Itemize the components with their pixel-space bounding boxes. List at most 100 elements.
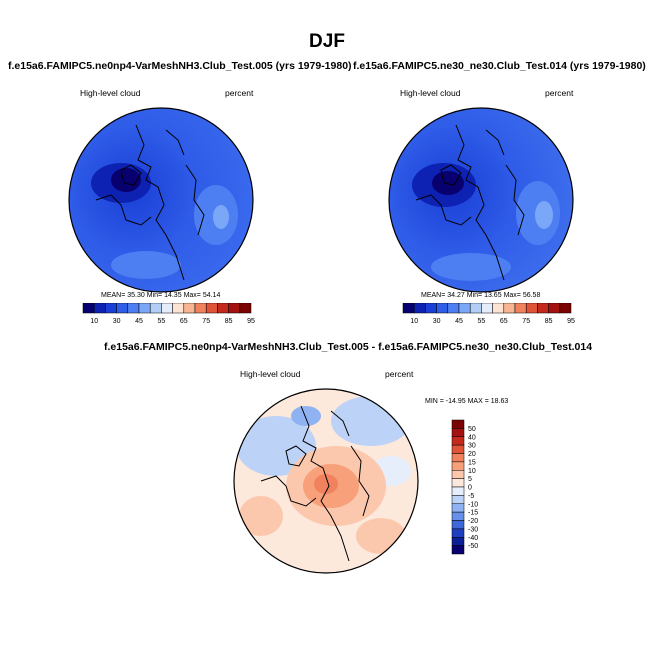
panel-1-min-label: Min= — [146, 292, 163, 299]
panel-1-colorbar-swatch — [105, 303, 117, 314]
panel-3-colorbar-tick-label: -40 — [468, 535, 478, 542]
panel-2-colorbar-swatch — [413, 303, 426, 314]
panel-2-max-label: Max= — [503, 292, 521, 299]
panel-3-colorbar-swatch — [451, 461, 465, 471]
panel-1-colorbar: 10 30 45 55 65 75 85 95 — [82, 303, 255, 325]
panel-2-variable-label: High-level cloud — [400, 88, 461, 98]
panel-3-colorbar-swatch — [451, 419, 465, 429]
panel-2-colorbar-tick-label: 30 — [433, 318, 441, 325]
panel-1-colorbar-swatch — [228, 303, 241, 314]
panel-3-positive-region-southeast — [356, 518, 406, 554]
panel-2-colorbar-swatch — [425, 303, 437, 314]
panel-1-colorbar-swatch — [194, 303, 207, 314]
panel-3-colorbar-tick-label: 0 — [468, 485, 472, 492]
panel-3-colorbar-swatch — [451, 537, 465, 546]
panel-2-colorbar-swatch — [503, 303, 516, 314]
panel-1-map-svg — [68, 107, 254, 293]
panel-2-colorbar-swatch — [447, 303, 460, 314]
panel-2-colorbar-swatch — [402, 303, 415, 314]
panel-3-colorbar-swatch — [451, 520, 465, 530]
panel-2-colorbar-swatch — [469, 303, 482, 314]
panel-3-colorbar-tick-label: -5 — [468, 493, 474, 500]
panel-1-max-value: 54.14 — [202, 292, 221, 299]
panel-1-colorbar-swatch — [138, 303, 151, 314]
panel-2-max-region — [535, 201, 553, 229]
panel-2-colorbar-swatch — [481, 303, 493, 314]
panel-3-colorbar-swatch — [451, 511, 465, 521]
panel-3-min-max: MIN = -14.95 MAX = 18.63 — [425, 398, 509, 405]
panel-2-units-label: percent — [545, 88, 574, 98]
panel-2-colorbar-swatch — [492, 303, 505, 314]
panel-1-max-region — [213, 205, 229, 229]
panel-1-colorbar-swatch — [149, 303, 162, 314]
panel-2-stats: MEAN= 34.27 Min= 13.65 Max= 56.58 — [421, 292, 540, 299]
panel-2-min-label: Min= — [466, 292, 483, 299]
panel-1-stats: MEAN= 35.30 Min= 14.35 Max= 54.14 — [101, 292, 220, 299]
panel-1-title: f.e15a6.FAMIPC5.ne0np4-VarMeshNH3.Club_T… — [8, 60, 352, 72]
panel-3-colorbar-swatch — [451, 486, 465, 496]
panel-2-colorbar-swatch — [537, 303, 549, 314]
panel-1-colorbar-tick-label: 30 — [113, 318, 121, 325]
panel-3-units-label: percent — [385, 369, 414, 379]
panel-3-colorbar-tick-label: 30 — [468, 443, 476, 450]
panel-3-colorbar-tick-label: 5 — [468, 476, 472, 483]
panel-2-colorbar-tick-label: 10 — [410, 318, 418, 325]
panel-3-colorbar-swatch — [451, 495, 465, 504]
panel-1-colorbar-tick-label: 55 — [158, 318, 166, 325]
panel-3-colorbar-tick-label: -20 — [468, 518, 478, 525]
panel-1-colorbar-tick-label: 85 — [225, 318, 233, 325]
panel-1-colorbar-swatch — [217, 303, 229, 314]
panel-1-map-border — [68, 107, 254, 293]
panel-3-map-svg — [233, 388, 419, 574]
panel-3-min-region — [291, 406, 321, 426]
panel-3-positive-region-southwest — [239, 496, 283, 536]
panel-2-title: f.e15a6.FAMIPC5.ne30_ne30.Club_Test.014 … — [353, 60, 646, 72]
panel-1-colorbar-swatch — [161, 303, 173, 314]
panel-1-min-value: 14.35 — [164, 292, 182, 299]
panel-1-colorbar-swatch — [93, 303, 106, 314]
panel-2-colorbar-swatch — [525, 303, 538, 314]
panel-3-colorbar-swatch — [451, 545, 465, 555]
panel-3-colorbar-swatch — [451, 528, 465, 538]
panel-1-colorbar-tick-label: 65 — [180, 318, 188, 325]
panel-1-coastlines — [95, 124, 205, 281]
panel-1-colorbar-swatch — [239, 303, 252, 314]
panel-3-variable-label: High-level cloud — [240, 369, 301, 379]
panel-1-colorbar-swatch — [205, 303, 218, 314]
panel-3-colorbar-swatch — [451, 444, 465, 454]
panel-3-colorbar-swatch — [451, 436, 465, 446]
panel-1-colorbar-swatch — [127, 303, 140, 314]
panel-1-colorbar-tick-label: 45 — [135, 318, 143, 325]
panel-1-mean-label: MEAN= — [101, 292, 126, 299]
panel-3-colorbar-tick-label: 10 — [468, 468, 476, 475]
panel-3-max-region — [314, 474, 338, 494]
panel-3-colorbar-swatch — [451, 478, 465, 488]
panel-3-coastlines — [260, 405, 370, 562]
panel-2-min-value: 13.65 — [484, 292, 502, 299]
panel-2-colorbar-tick-label: 55 — [478, 318, 486, 325]
panel-3-colorbar-tick-label: 20 — [468, 451, 476, 458]
panel-1-colorbar-tick-label: 95 — [247, 318, 255, 325]
panel-2-colorbar-tick-label: 85 — [545, 318, 553, 325]
panel-2-map-svg — [388, 107, 574, 293]
panel-1-colorbar-swatch — [183, 303, 196, 314]
panel-1-colorbar-swatch — [116, 303, 129, 314]
panel-2-colorbar: 10 30 45 55 65 75 85 95 — [402, 303, 575, 325]
panel-2-high-region-south — [431, 253, 511, 281]
panel-3-colorbar-tick-label: -30 — [468, 526, 478, 533]
panel-2-coastlines — [415, 124, 525, 281]
panel-2-colorbar-tick-label: 75 — [522, 318, 530, 325]
panel-3-negative-region-west — [236, 416, 316, 476]
panel-3-map-border — [233, 388, 419, 574]
panel-1-units-label: percent — [225, 88, 254, 98]
panel-2-colorbar-swatch — [514, 303, 527, 314]
panel-2-colorbar-tick-label: 65 — [500, 318, 508, 325]
panel-1-mean-value: 35.30 — [127, 292, 145, 299]
panel-3-colorbar-tick-label: 15 — [468, 459, 476, 466]
panel-2-map-border — [388, 107, 574, 293]
panel-3-colorbar-tick-label: 40 — [468, 434, 476, 441]
panel-2-min-region — [432, 171, 464, 195]
panel-2-colorbar-tick-label: 95 — [567, 318, 575, 325]
panel-3-colorbar-tick-label: -15 — [468, 510, 478, 517]
panel-2-mean-label: MEAN= — [421, 292, 446, 299]
